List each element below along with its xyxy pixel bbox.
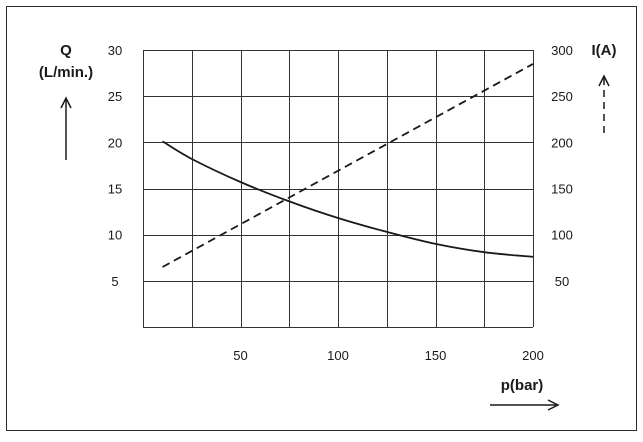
outer-border — [6, 6, 637, 431]
left-tick-label: 10 — [108, 228, 122, 243]
right-tick-label: 50 — [555, 274, 569, 289]
x-tick-label: 200 — [522, 348, 544, 363]
grid — [143, 50, 534, 328]
right-axis-title: I(A) — [592, 42, 617, 59]
right-tick-label: 300 — [551, 43, 573, 58]
left-tick-label: 15 — [108, 182, 122, 197]
left-axis-title-unit: (L/min.) — [39, 64, 93, 81]
left-tick-label: 25 — [108, 89, 122, 104]
left-axis-arrow — [60, 96, 72, 160]
left-tick-label: 30 — [108, 43, 122, 58]
flow-series-line — [162, 140, 534, 258]
x-axis-arrow — [490, 399, 560, 411]
left-axis-title-symbol: Q — [60, 42, 72, 59]
right-tick-label: 200 — [551, 135, 573, 150]
x-tick-label: 150 — [425, 348, 447, 363]
x-tick-label: 100 — [327, 348, 349, 363]
left-tick-label: 5 — [111, 274, 118, 289]
right-axis-arrow — [598, 74, 610, 133]
left-tick-label: 20 — [108, 135, 122, 150]
right-tick-label: 100 — [551, 228, 573, 243]
x-axis-title: p(bar) — [501, 377, 544, 394]
x-tick-label: 50 — [233, 348, 247, 363]
right-tick-label: 250 — [551, 89, 573, 104]
current-series-line — [162, 63, 534, 268]
series-layer — [162, 63, 534, 268]
tick-labels: 5 10 15 20 25 30 50 100 150 200 250 300 50 100 150 200 — [108, 43, 573, 363]
right-tick-label: 150 — [551, 182, 573, 197]
